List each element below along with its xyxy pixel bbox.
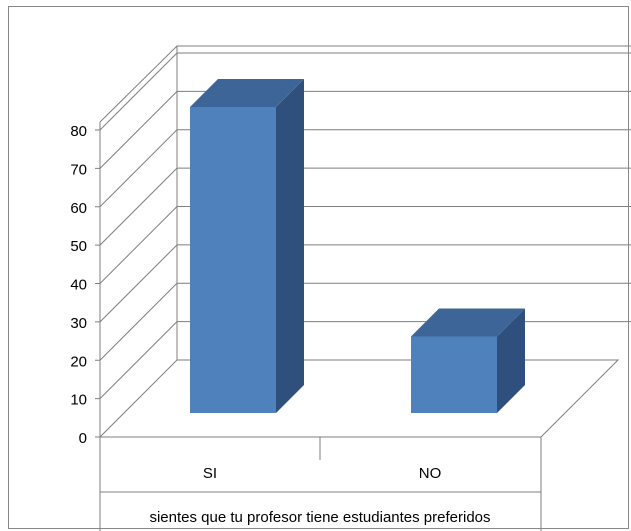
bar-top — [190, 79, 304, 107]
y-tick-label: 70 — [70, 161, 87, 178]
gridline — [99, 282, 631, 361]
back-wall-top-edge — [99, 45, 631, 123]
bar-front — [411, 336, 497, 413]
gridline — [99, 206, 631, 284]
gridline — [99, 90, 631, 169]
gridlines — [99, 52, 631, 399]
y-tick-label: 50 — [70, 238, 87, 255]
bar-top — [411, 308, 525, 337]
gridline — [99, 167, 631, 246]
floor — [98, 359, 620, 438]
x-category-label: SI — [203, 465, 217, 482]
gridline — [99, 129, 631, 208]
gridline — [99, 52, 631, 131]
bar-no — [411, 308, 525, 413]
category-table — [99, 437, 542, 531]
y-tick-label: 30 — [70, 315, 87, 332]
bar-side — [497, 308, 525, 413]
y-tick-label: 0 — [79, 430, 87, 447]
y-tick-label: 10 — [70, 392, 87, 409]
bar-front — [190, 107, 276, 413]
x-category-label: NO — [419, 465, 442, 482]
gridline — [99, 244, 631, 323]
y-tick-label: 60 — [70, 200, 87, 217]
y-axis-ticks: 0 10 20 30 40 50 60 70 80 — [70, 123, 100, 447]
bars — [190, 79, 525, 413]
chart-walls — [98, 45, 631, 438]
x-axis-label: sientes que tu profesor tiene estudiante… — [149, 509, 490, 526]
y-tick-label: 20 — [70, 353, 87, 370]
chart-frame — [8, 6, 629, 529]
bar-si — [190, 79, 304, 413]
bar-side — [276, 79, 304, 413]
y-tick-label: 40 — [70, 277, 87, 294]
y-tick-label: 80 — [70, 123, 87, 140]
x-axis-categories: SI NO — [203, 465, 441, 482]
